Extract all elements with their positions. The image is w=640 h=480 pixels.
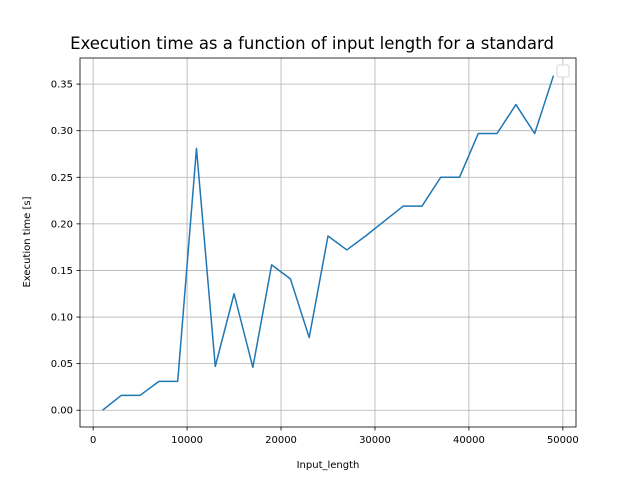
tick-layer: 0 10000 20000 30000 40000 50000 0.00 0.05 0.10 0.… xyxy=(51,80,579,446)
y-axis-label: Execution time [s] xyxy=(22,196,33,287)
y-tick-label: 0.00 xyxy=(51,406,73,417)
y-tick-label: 0.10 xyxy=(51,313,73,324)
y-tick-label: 0.35 xyxy=(51,80,73,91)
x-axis-label: Input_length xyxy=(297,460,360,471)
y-tick-label: 0.20 xyxy=(51,219,73,230)
y-tick-label: 0.25 xyxy=(51,173,73,184)
x-tick-label: 40000 xyxy=(453,435,485,446)
y-tick-label: 0.30 xyxy=(51,126,73,137)
y-tick-label: 0.15 xyxy=(51,266,73,277)
series-layer xyxy=(102,75,555,411)
legend xyxy=(556,64,570,78)
x-tick-label: 10000 xyxy=(171,435,203,446)
x-tick-label: 50000 xyxy=(547,435,579,446)
y-tick-label: 0.05 xyxy=(51,359,73,370)
grid-layer xyxy=(80,58,576,427)
series-line xyxy=(102,75,555,411)
plot-frame xyxy=(79,57,577,428)
x-tick-label: 30000 xyxy=(359,435,391,446)
legend-box xyxy=(556,64,570,78)
x-tick-label: 20000 xyxy=(265,435,297,446)
chart-title: Execution time as a function of input le… xyxy=(70,34,554,53)
x-tick-label: 0 xyxy=(90,435,96,446)
